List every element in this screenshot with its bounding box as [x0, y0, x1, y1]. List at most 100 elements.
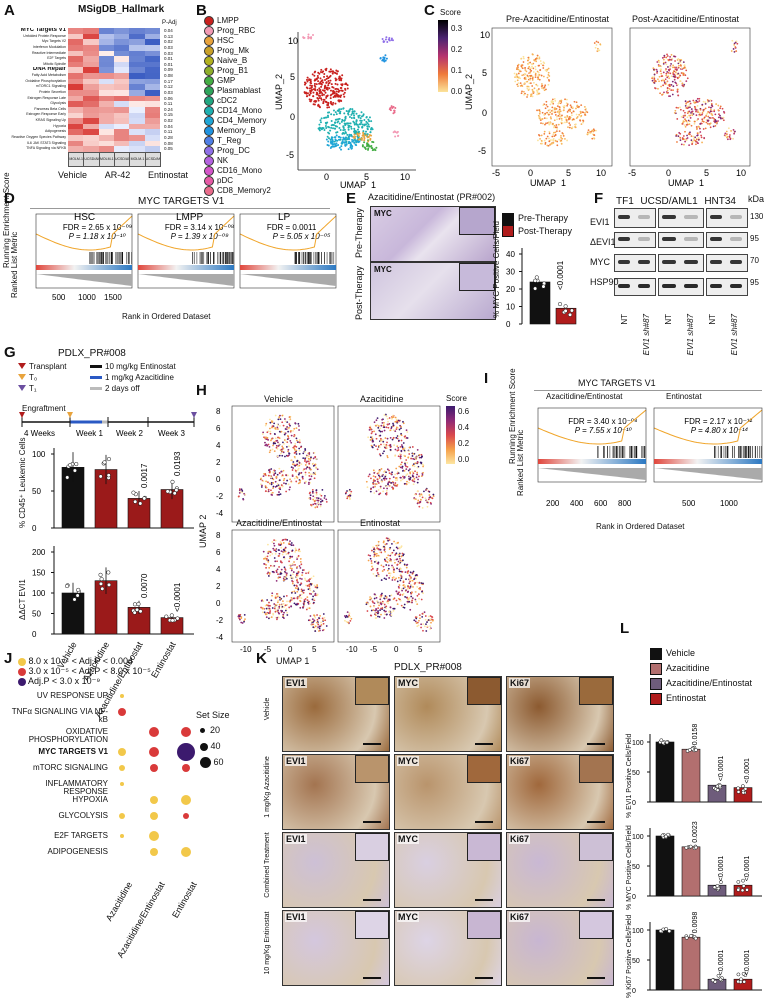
umap-point [550, 142, 553, 145]
umap-point [327, 115, 330, 118]
panel-a-row-label: Oxidative Phosphorylation [25, 78, 66, 83]
umap-point [421, 506, 424, 509]
umap-point [276, 593, 278, 595]
panel-j-pathway: OXIDATIVE PHOSPHORYLATION [28, 727, 108, 744]
umap-point [350, 116, 353, 119]
panel-b-ylabel: UMAP_2 [274, 73, 284, 110]
panel-g-point [169, 613, 174, 618]
umap-point [394, 448, 397, 451]
umap-point [385, 607, 387, 610]
umap-point [532, 71, 535, 73]
umap-point [709, 122, 712, 125]
umap-point [719, 116, 722, 119]
umap-point [587, 132, 590, 135]
umap-point [565, 102, 568, 105]
umap-point [308, 467, 311, 469]
umap-point [305, 95, 308, 98]
panel-i-xlabel: Rank in Ordered Dataset [596, 522, 685, 531]
umap-point [676, 118, 679, 120]
panel-c-ytick: 5 [482, 68, 487, 78]
umap-point [382, 487, 385, 490]
umap-point [276, 568, 279, 571]
umap-point [715, 103, 718, 105]
umap-point [695, 114, 698, 117]
umap-point [377, 562, 380, 565]
umap-point [540, 74, 543, 77]
umap-point [526, 80, 529, 83]
umap-point [271, 491, 274, 494]
umap-point [402, 581, 405, 584]
umap-point [282, 441, 284, 444]
umap-point [402, 420, 404, 423]
umap-point [695, 99, 698, 102]
umap-point [417, 624, 420, 627]
triangle-icon [18, 363, 26, 369]
umap-point [263, 436, 265, 439]
umap-point [268, 572, 271, 574]
panel-a-cell [144, 146, 160, 152]
umap-point [299, 558, 302, 560]
umap-point [267, 552, 270, 555]
umap-point [583, 105, 586, 108]
umap-point [340, 120, 343, 123]
panel-g-timeline-label: 4 Weeks [24, 429, 55, 438]
umap-point [302, 569, 305, 571]
umap-point [269, 564, 272, 567]
umap-point [383, 603, 386, 606]
panel-j-dot [181, 727, 191, 737]
umap-point [319, 119, 322, 122]
umap-point [289, 424, 291, 427]
umap-point [310, 82, 313, 85]
umap-point [314, 85, 317, 88]
panel-k-ihc-image: Ki67 [506, 832, 614, 908]
umap-point [375, 555, 378, 557]
umap-point [299, 479, 302, 482]
umap-point [298, 595, 301, 598]
umap-point [343, 112, 346, 115]
umap-point [269, 475, 272, 477]
panel-b-legend-item: CD14_Mono [204, 106, 284, 116]
umap-point [345, 620, 348, 623]
panel-l-point [736, 880, 741, 884]
umap-point [274, 560, 277, 563]
umap-point [378, 477, 381, 479]
umap-point [276, 601, 279, 604]
panel-a-pvalue: 0.02 [164, 118, 173, 123]
panel-l-point [718, 783, 722, 788]
umap-point [332, 127, 335, 130]
panel-h-colorbar-ticks: 0.6 0.4 0.2 0.0 [458, 404, 469, 468]
umap-point [730, 50, 733, 52]
scale-bar [363, 743, 381, 745]
panel-b-xtick: 0 [324, 172, 329, 182]
legend-dot-icon [204, 86, 214, 96]
panel-g-legend: Transplant T₀ T₁ 10 mg/kg Entinostat 1 mg/kg… [18, 362, 198, 402]
umap-point [348, 124, 351, 127]
umap-point [413, 498, 416, 501]
umap-point [278, 612, 281, 615]
panel-l-point [694, 845, 698, 850]
umap-point [386, 454, 389, 457]
umap-point [556, 111, 559, 113]
umap-point [309, 494, 312, 497]
umap-point [540, 139, 543, 142]
panel-e-row-post: Post-Therapy [354, 265, 364, 320]
umap-point [696, 119, 699, 122]
umap-point [665, 63, 668, 66]
umap-point [682, 73, 685, 76]
umap-point [569, 116, 572, 119]
umap-point [361, 126, 364, 129]
umap-point [701, 120, 704, 122]
panel-a-cell [83, 33, 99, 40]
umap-point [307, 454, 310, 457]
umap-point [267, 559, 270, 562]
umap-point [347, 110, 350, 113]
umap-point [337, 90, 340, 93]
panel-a-cell [144, 33, 160, 40]
umap-point [679, 80, 681, 82]
umap-point [357, 134, 360, 137]
umap-point [271, 570, 274, 573]
panel-e-legend: Pre-Therapy Post-Therapy [502, 212, 572, 238]
panel-a-row-label: KRAS Signaling Up [35, 118, 66, 122]
umap-point [409, 580, 411, 583]
